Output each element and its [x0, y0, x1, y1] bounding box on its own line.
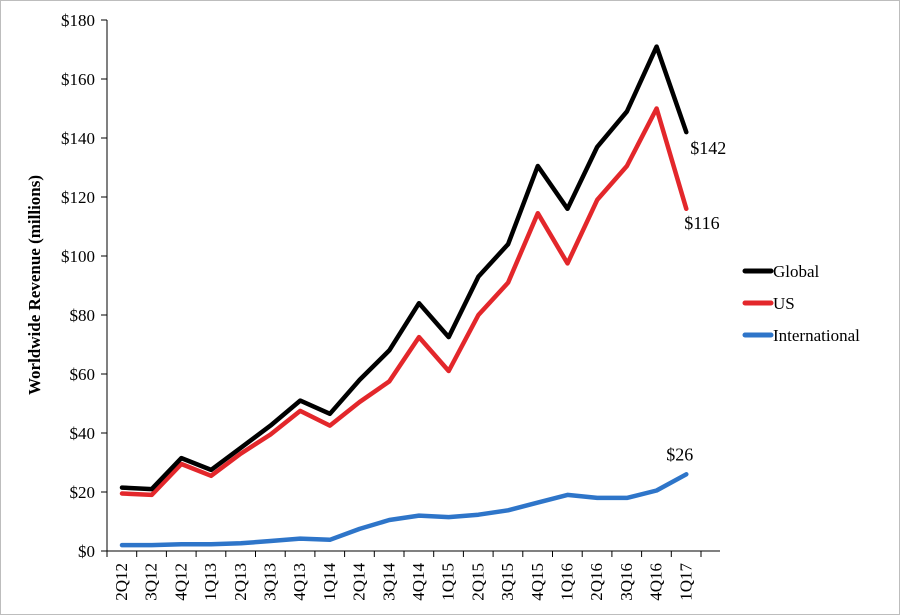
x-tick-label: 4Q12: [171, 563, 190, 601]
y-tick-label: $0: [78, 542, 95, 561]
legend: Global US International: [742, 262, 860, 345]
x-tick-label: 3Q14: [379, 563, 398, 601]
legend-label-international: International: [773, 326, 860, 345]
x-tick-label: 4Q16: [647, 563, 666, 601]
x-tick-label: 1Q13: [201, 563, 220, 601]
x-tick-label: 4Q13: [290, 563, 309, 601]
y-tick-label: $40: [70, 424, 96, 443]
x-tick-label: 1Q16: [558, 563, 577, 601]
x-tick-label: 2Q13: [231, 563, 250, 601]
y-axis: $0 $20 $40 $60 $80 $100 $120 $140 $160 $180: [61, 11, 108, 561]
x-tick-label: 4Q14: [409, 563, 428, 601]
x-tick-label: 1Q17: [676, 563, 695, 601]
series-line-international: [119, 472, 689, 548]
legend-label-us: US: [773, 294, 795, 313]
series-line-us: [119, 106, 689, 498]
y-tick-label: $80: [70, 306, 96, 325]
x-tick-label: 2Q16: [587, 563, 606, 601]
y-tick-label: $120: [61, 188, 95, 207]
y-tick-label: $180: [61, 11, 95, 30]
x-tick-label: 3Q13: [261, 563, 280, 601]
x-axis: 2Q12 3Q12 4Q12 1Q13 2Q13 3Q13 4Q13 1Q14 2Q14 3Q14…: [106, 550, 720, 601]
end-value-annotations: $142 $116 $26: [666, 138, 726, 464]
y-tick-label: $100: [61, 247, 95, 266]
series-lines: [119, 44, 689, 548]
x-tick-label: 2Q12: [112, 563, 131, 601]
y-tick-label: $140: [61, 129, 95, 148]
end-label-us: $116: [684, 213, 719, 233]
end-label-global: $142: [690, 138, 726, 158]
x-tick-label: 1Q15: [439, 563, 458, 601]
x-tick-label: 2Q15: [468, 563, 487, 601]
x-tick-label: 3Q16: [617, 563, 636, 601]
legend-label-global: Global: [773, 262, 820, 281]
y-axis-label: Worldwide Revenue (millions): [25, 175, 44, 395]
x-tick-label: 2Q14: [350, 563, 369, 601]
y-tick-label: $60: [70, 365, 96, 384]
x-tick-label: 3Q12: [142, 563, 161, 601]
end-label-international: $26: [666, 444, 693, 464]
x-tick-label: 4Q15: [528, 563, 547, 601]
y-tick-label: $160: [61, 70, 95, 89]
series-line-global: [119, 44, 689, 492]
x-tick-label: 3Q15: [498, 563, 517, 601]
x-tick-label: 1Q14: [320, 563, 339, 601]
y-tick-label: $20: [70, 483, 96, 502]
